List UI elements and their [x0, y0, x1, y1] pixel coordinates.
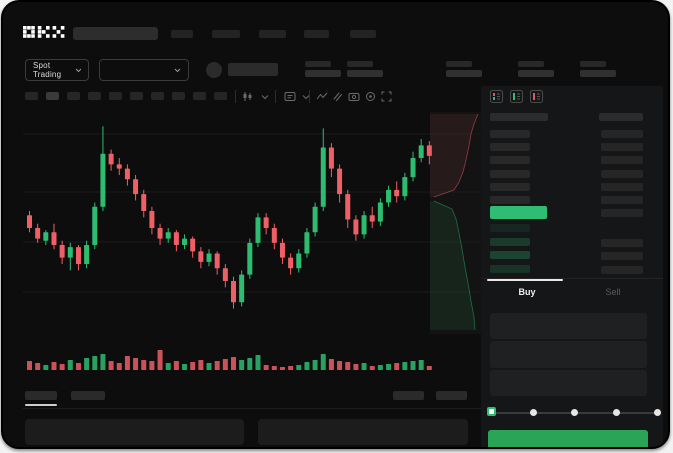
price-row-amount-placeholder — [601, 209, 643, 217]
ob-header-left — [490, 113, 548, 121]
ask-price-placeholder[interactable] — [490, 196, 530, 204]
nav-item-placeholder[interactable] — [212, 30, 240, 38]
active-tab-indicator — [487, 279, 563, 281]
timeframe-button[interactable] — [130, 92, 143, 100]
timeframe-button[interactable] — [151, 92, 164, 100]
bottom-tab-placeholder[interactable] — [436, 391, 467, 400]
timeframe-button[interactable] — [172, 92, 185, 100]
price-input[interactable] — [490, 313, 647, 339]
ask-price-placeholder[interactable] — [490, 182, 530, 191]
panel-divider — [481, 278, 663, 279]
bids-book-icon[interactable] — [510, 90, 523, 103]
timeframe-button[interactable] — [46, 92, 59, 100]
ask-amount-placeholder — [601, 182, 643, 191]
slider-stop-dot[interactable] — [612, 409, 620, 416]
ask-price-placeholder[interactable] — [490, 143, 530, 152]
ask-price-placeholder[interactable] — [490, 169, 530, 178]
amount-input[interactable] — [490, 341, 647, 368]
bid-price-placeholder[interactable] — [490, 251, 530, 260]
bid-price-placeholder[interactable] — [490, 237, 530, 246]
ask-amount-placeholder — [601, 156, 643, 165]
ask-price-placeholder[interactable] — [490, 130, 530, 138]
timeframe-button[interactable] — [25, 92, 38, 100]
chevron-down-icon — [75, 68, 81, 72]
bottom-panel-placeholder — [25, 419, 244, 445]
bid-amount-placeholder — [601, 238, 643, 247]
chevron-down-icon[interactable] — [299, 90, 312, 103]
header-search-placeholder[interactable] — [73, 27, 158, 40]
stat-label-placeholder — [305, 61, 331, 67]
chevron-down-icon — [174, 68, 181, 72]
ask-amount-placeholder — [601, 143, 643, 152]
toolbar-divider — [235, 90, 236, 103]
trade-sidebar: Buy Sell — [481, 86, 663, 447]
slider-stop-dot[interactable] — [654, 409, 661, 416]
target-icon[interactable] — [364, 90, 377, 103]
bottom-tab-placeholder[interactable] — [25, 391, 57, 400]
tab-buy[interactable]: Buy — [487, 282, 567, 302]
stat-value-placeholder — [446, 70, 482, 77]
chevron-down-icon[interactable] — [258, 90, 271, 103]
buy-tab-label: Buy — [518, 287, 536, 297]
market-type-select[interactable]: Spot Trading — [25, 59, 89, 81]
stat-label-placeholder — [580, 61, 606, 67]
toolbar-divider — [275, 90, 276, 103]
timeframe-button[interactable] — [88, 92, 101, 100]
nav-item-placeholder[interactable] — [259, 30, 286, 38]
fullscreen-icon[interactable] — [380, 90, 393, 103]
bottom-divider — [23, 408, 481, 409]
compare-icon[interactable] — [331, 90, 344, 103]
nav-item-placeholder[interactable] — [171, 30, 193, 38]
coin-avatar — [206, 62, 222, 78]
bid-price-placeholder[interactable] — [490, 224, 530, 232]
bid-amount-placeholder — [601, 265, 643, 274]
slider-stop-dot[interactable] — [529, 409, 537, 416]
last-price-pill[interactable] — [490, 206, 547, 219]
indicators-icon[interactable] — [283, 90, 296, 103]
ask-price-placeholder[interactable] — [490, 156, 530, 165]
bid-price-placeholder[interactable] — [490, 264, 530, 273]
nav-item-placeholder[interactable] — [304, 30, 329, 38]
toolbar-divider — [309, 90, 310, 103]
camera-icon[interactable] — [347, 90, 360, 103]
buy-submit-button[interactable] — [488, 430, 648, 447]
candle-type-icon[interactable] — [241, 90, 254, 103]
ob-header-right — [599, 113, 643, 121]
slider-handle[interactable] — [487, 407, 496, 416]
stat-value-placeholder — [347, 70, 383, 77]
pair-select[interactable] — [99, 59, 189, 81]
bid-amount-placeholder — [601, 252, 643, 261]
pair-title-placeholder — [228, 63, 278, 76]
bottom-panel-placeholder — [258, 419, 468, 445]
timeframe-button[interactable] — [109, 92, 122, 100]
ask-amount-placeholder — [601, 169, 643, 178]
market-type-label: Spot Trading — [33, 61, 62, 79]
stat-value-placeholder — [305, 70, 341, 77]
stat-label-placeholder — [347, 61, 373, 67]
line-tool-icon[interactable] — [315, 90, 328, 103]
timeframe-button[interactable] — [214, 92, 227, 100]
candlestick-chart[interactable] — [23, 112, 483, 374]
stat-label-placeholder — [446, 61, 472, 67]
nav-item-placeholder[interactable] — [350, 30, 376, 38]
ask-amount-placeholder — [601, 130, 643, 138]
tab-sell[interactable]: Sell — [573, 282, 653, 302]
combined-book-icon[interactable] — [490, 90, 503, 103]
bottom-tab-placeholder[interactable] — [393, 391, 424, 400]
stat-value-placeholder — [580, 70, 616, 77]
timeframe-button[interactable] — [67, 92, 80, 100]
active-tab-underline — [25, 404, 57, 406]
sell-tab-label: Sell — [605, 287, 621, 297]
okx-logo-icon[interactable] — [23, 26, 65, 39]
total-input[interactable] — [490, 370, 647, 396]
ask-amount-placeholder — [601, 196, 643, 204]
bottom-tab-placeholder[interactable] — [71, 391, 105, 400]
asks-book-icon[interactable] — [530, 90, 543, 103]
timeframe-button[interactable] — [193, 92, 206, 100]
stat-value-placeholder — [518, 70, 554, 77]
stat-label-placeholder — [518, 61, 544, 67]
slider-stop-dot[interactable] — [571, 409, 578, 416]
